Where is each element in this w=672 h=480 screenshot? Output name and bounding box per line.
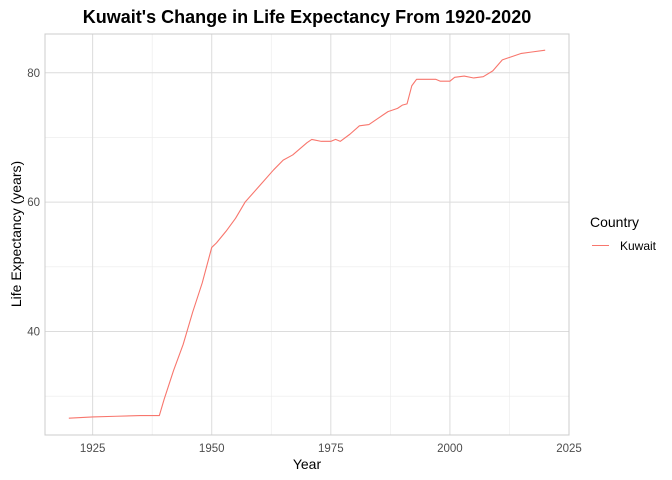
x-tick-label: 2000	[437, 443, 463, 455]
legend-title: Country	[590, 214, 639, 230]
chart-title: Kuwait's Change in Life Expectancy From …	[83, 7, 531, 27]
series-line-kuwait	[68, 49, 546, 419]
y-tick-label: 40	[27, 327, 40, 339]
x-axis-title: Year	[293, 456, 322, 472]
x-tick-label: 1950	[199, 443, 225, 455]
y-tick-label: 80	[27, 68, 40, 80]
y-axis-title: Life Expectancy (years)	[8, 161, 24, 307]
x-tick-label: 1925	[80, 443, 106, 455]
legend: Country Kuwait	[590, 214, 657, 253]
series-layer	[68, 49, 546, 419]
plot-panel-border	[44, 33, 570, 436]
x-tick-label: 1975	[318, 443, 344, 455]
y-tick-label: 60	[27, 197, 40, 209]
legend-label-kuwait: Kuwait	[620, 239, 657, 253]
tick-labels: 1925 1950 1975 2000 2025 40 60 80	[27, 68, 582, 455]
x-tick-label: 2025	[556, 443, 582, 455]
gridlines	[45, 34, 570, 435]
